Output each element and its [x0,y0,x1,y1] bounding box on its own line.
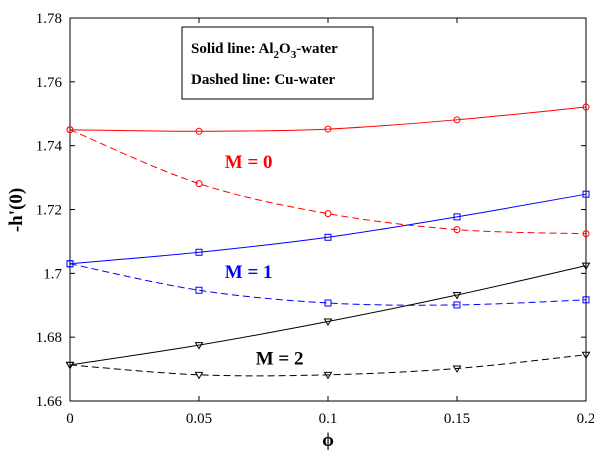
data-point-m-0-solid [453,116,461,124]
series-layer [69,106,587,377]
x-tick-label: 0.05 [186,411,212,427]
legend-solid-suffix: -water [296,41,338,57]
data-point-m-0-solid [324,125,332,133]
y-tick-label: 1.72 [36,203,62,219]
data-point-m-0-solid [582,103,590,111]
data-point-m-2-solid [323,318,333,327]
data-point-m-1-dashed [324,299,332,307]
legend-line-dashed: Dashed line: Cu-water [191,72,335,88]
y-tick-label: 1.74 [36,139,63,155]
data-point-m-0-dashed [195,180,203,188]
legend-box: Solid line: Al2O3-water Dashed line: Cu-… [181,26,374,100]
series-label-m-0: M = 0 [225,152,273,173]
x-tick-label: 0.2 [577,411,594,427]
legend-solid-prefix: Solid line: Al [191,41,274,57]
data-point-m-0-dashed [582,230,590,238]
data-point-m-1-dashed [195,286,203,294]
data-point-m-2-dashed [581,351,591,360]
data-point-m-1-solid [582,190,590,198]
data-point-m-2-solid [581,262,591,271]
data-point-m-0-dashed [453,226,461,234]
x-tick-label: 0.1 [319,411,338,427]
data-point-m-2-solid [452,292,462,300]
series-line-m-2-dashed [69,354,587,377]
marker-layer [65,103,591,380]
data-point-m-1-solid [453,213,461,221]
x-tick-label: 0 [66,411,74,427]
axis-ticks: 0 0.05 0.1 0.15 0.2 1.66 1.68 1.7 1.72 1.74 1.76 1.… [36,11,594,427]
data-point-m-2-solid [194,342,204,350]
y-tick-label: 1.78 [36,11,62,27]
data-point-m-1-dashed [453,301,461,309]
legend-solid-sub1: 2 [274,49,280,61]
series-line-m-2-solid [69,265,587,366]
series-line-m-1-dashed [69,263,587,306]
y-tick-label: 1.66 [36,394,63,410]
data-point-m-1-solid [324,233,332,241]
series-line-m-0-solid [69,106,587,132]
data-point-m-1-dashed [66,260,74,268]
y-axis-title: -h'(0) [6,188,27,232]
data-point-m-2-dashed [194,371,204,380]
data-point-m-0-solid [195,127,203,135]
data-point-m-1-solid [195,248,203,256]
legend-line-solid: Solid line: Al2O3-water [191,41,338,61]
legend-solid-mid: O [279,41,291,57]
data-point-m-2-dashed [323,371,333,380]
data-point-m-1-dashed [582,296,590,304]
x-axis-title: ϕ [322,430,334,451]
data-point-m-2-dashed [65,361,75,370]
annotation-layer: M = 0 M = 1 M = 2 [225,152,304,369]
y-tick-label: 1.68 [36,330,62,346]
legend-frame [181,26,374,100]
legend-solid-sub2: 3 [291,49,297,61]
series-label-m-2: M = 2 [256,348,304,369]
series-line-m-1-solid [69,193,587,265]
x-tick-label: 0.15 [444,411,470,427]
data-point-m-0-dashed [66,126,74,134]
series-label-m-1: M = 1 [225,262,273,283]
series-line-m-0-dashed [69,129,587,235]
data-point-m-0-dashed [324,210,332,218]
y-tick-label: 1.7 [43,266,62,282]
data-point-m-2-dashed [452,365,462,373]
y-tick-label: 1.76 [36,75,63,91]
